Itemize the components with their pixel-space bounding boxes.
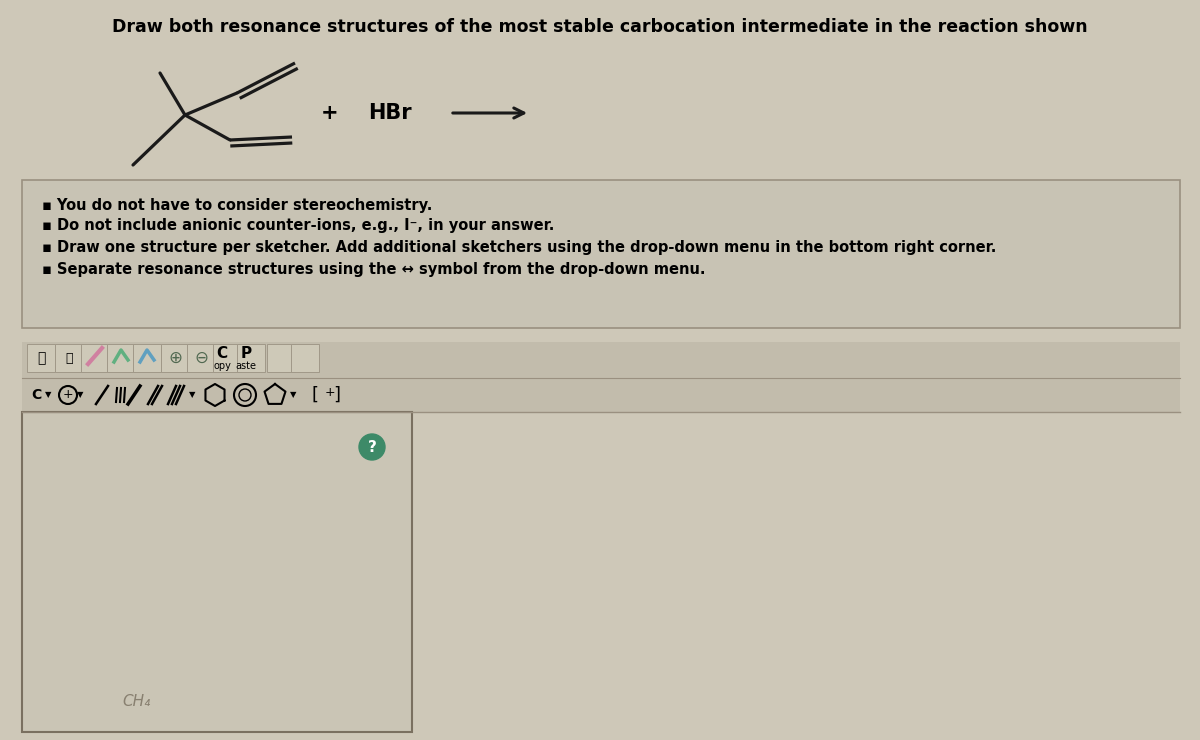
- Text: +: +: [62, 388, 73, 402]
- Text: ?: ?: [367, 440, 377, 454]
- FancyBboxPatch shape: [55, 344, 83, 372]
- Circle shape: [359, 434, 385, 460]
- Text: aste: aste: [235, 361, 257, 371]
- FancyBboxPatch shape: [22, 180, 1180, 328]
- Text: ]: ]: [334, 386, 341, 404]
- Text: ▼: ▼: [188, 391, 196, 400]
- Text: ▪ Draw one structure per sketcher. Add additional sketchers using the drop-down : ▪ Draw one structure per sketcher. Add a…: [42, 240, 996, 255]
- Text: 🖐: 🖐: [37, 351, 46, 365]
- Text: C: C: [31, 388, 41, 402]
- Text: [: [: [312, 386, 318, 404]
- Text: P: P: [240, 346, 252, 362]
- FancyBboxPatch shape: [22, 342, 1180, 378]
- Text: C: C: [216, 346, 228, 362]
- Text: opy: opy: [214, 361, 230, 371]
- Text: ▼: ▼: [77, 391, 83, 400]
- Text: ⊕: ⊕: [168, 349, 182, 367]
- Text: ▼: ▼: [289, 391, 296, 400]
- FancyBboxPatch shape: [22, 378, 1180, 412]
- Text: Draw both resonance structures of the most stable carbocation intermediate in th: Draw both resonance structures of the mo…: [112, 18, 1088, 36]
- FancyBboxPatch shape: [214, 344, 241, 372]
- Text: ▪ You do not have to consider stereochemistry.: ▪ You do not have to consider stereochem…: [42, 198, 432, 213]
- FancyBboxPatch shape: [187, 344, 215, 372]
- Text: ▪ Do not include anionic counter-ions, e.g., I⁻, in your answer.: ▪ Do not include anionic counter-ions, e…: [42, 218, 554, 233]
- FancyBboxPatch shape: [82, 344, 109, 372]
- Text: ▪ Separate resonance structures using the ↔ symbol from the drop-down menu.: ▪ Separate resonance structures using th…: [42, 262, 706, 277]
- Text: ▼: ▼: [44, 391, 52, 400]
- Text: 🧴: 🧴: [65, 352, 73, 365]
- FancyBboxPatch shape: [266, 344, 295, 372]
- FancyBboxPatch shape: [161, 344, 190, 372]
- Text: +: +: [325, 386, 335, 399]
- FancyBboxPatch shape: [22, 412, 412, 732]
- FancyBboxPatch shape: [292, 344, 319, 372]
- FancyBboxPatch shape: [28, 344, 55, 372]
- FancyBboxPatch shape: [133, 344, 161, 372]
- Text: HBr: HBr: [368, 103, 412, 123]
- Text: +: +: [322, 103, 338, 123]
- Text: ⊖: ⊖: [194, 349, 208, 367]
- FancyBboxPatch shape: [238, 344, 265, 372]
- Text: CH₄: CH₄: [122, 695, 150, 710]
- FancyBboxPatch shape: [107, 344, 134, 372]
